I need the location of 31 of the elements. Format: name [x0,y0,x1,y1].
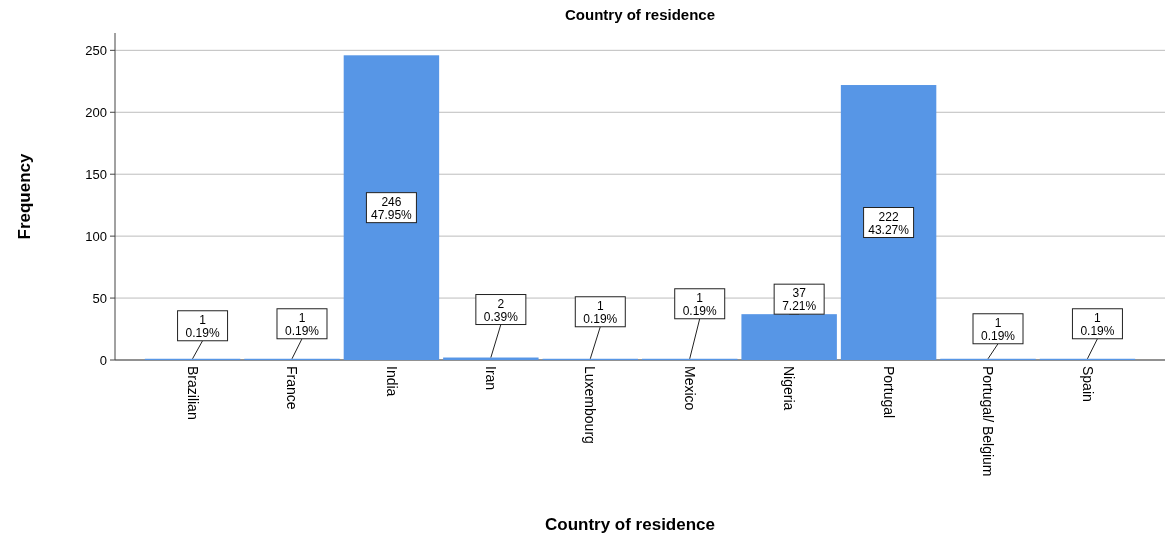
data-label: 2 0.39% [483,296,519,324]
x-tick-label: Portugal/ Belgium [980,366,997,477]
x-tick-label: Portugal [880,366,897,419]
y-tick-label: 50 [92,290,107,306]
data-label: 1 0.19% [981,315,1016,343]
y-tick-label: 100 [85,228,107,244]
y-tick-label: 250 [85,42,107,58]
data-label: 222 43.27% [868,209,910,237]
y-tick-label: 150 [85,166,107,182]
x-tick-label: France [284,366,301,410]
data-label: 246 47.95% [371,194,413,222]
x-tick-label: Brazilian [184,366,201,420]
x-tick-label: Iran [482,366,499,391]
y-tick-label: 0 [99,352,107,368]
bar [343,55,440,360]
bar [840,85,937,360]
data-label: 1 0.19% [583,298,618,326]
x-tick-label: Mexico [681,366,698,411]
data-label: 1 0.19% [185,312,220,340]
chart-title: Country of residence [564,6,716,23]
y-tick-label: 200 [85,104,107,120]
data-label: 1 0.19% [284,310,320,338]
x-tick-label: India [383,366,400,397]
data-label: 1 0.19% [682,290,718,318]
data-label: 1 0.19% [1080,310,1115,338]
x-tick-label: Nigeria [781,366,798,411]
y-axis-title: Frequency [15,152,34,240]
x-tick-label: Luxembourg [582,366,599,444]
data-label: 37 7.21% [782,286,817,314]
x-tick-label: Spain [1079,366,1096,402]
x-axis-title: Country of residence [544,515,716,534]
